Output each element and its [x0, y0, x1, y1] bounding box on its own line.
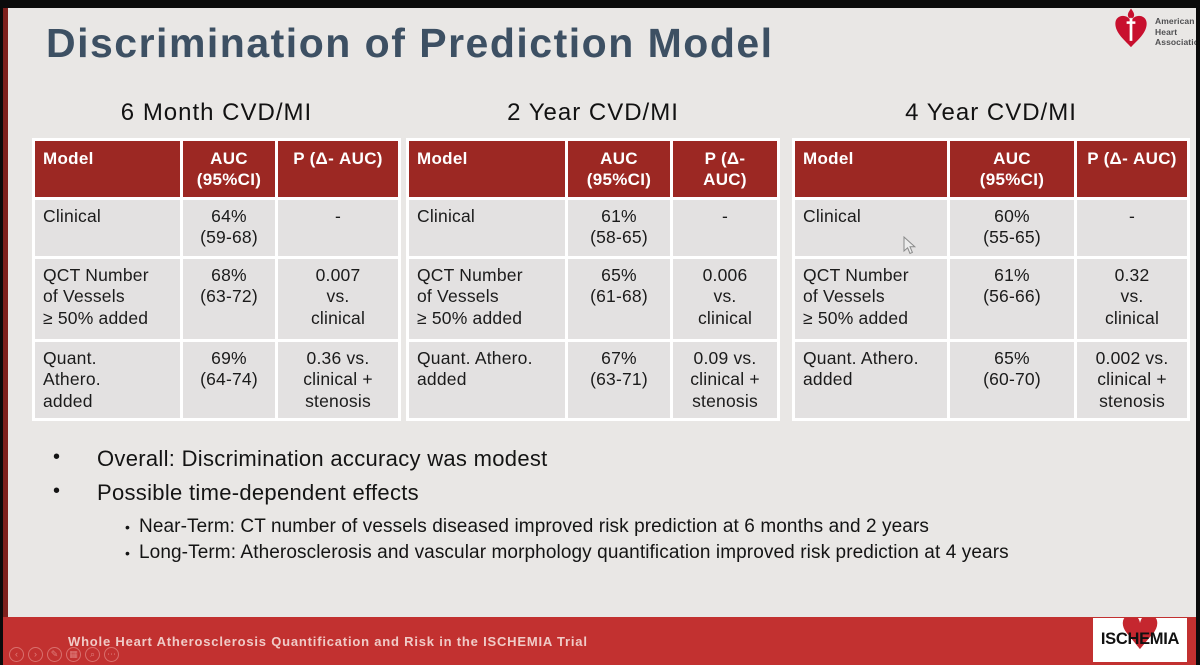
table-header-cell: AUC (95%CI) [183, 141, 275, 197]
ischemia-logo: ♥ ISCHEMIA [1093, 618, 1187, 662]
table-cell: 61% (58-65) [568, 200, 670, 256]
aha-logo-text: American Heart Association. [1155, 16, 1200, 48]
sub-bullet-item: • Near-Term: CT number of vessels diseas… [125, 514, 1180, 540]
letterbox-left [0, 0, 3, 665]
table-cell: - [278, 200, 398, 256]
table-cell: Clinical [35, 200, 180, 256]
table-header-cell: Model [35, 141, 180, 197]
table-cell: Quant. Athero. added [795, 342, 947, 418]
table-header-cell: AUC (95%CI) [568, 141, 670, 197]
sub-bullet-item: • Long-Term: Atherosclerosis and vascula… [125, 540, 1180, 566]
table-cell: 60% (55-65) [950, 200, 1074, 256]
table-cell: 69% (64-74) [183, 342, 275, 418]
presenter-controls: ‹ › ✎ ▦ ⌕ ⋯ [9, 647, 119, 662]
heart-torch-icon [1115, 8, 1147, 48]
table-header-cell: P (Δ- AUC) [1077, 141, 1187, 197]
magnifier-icon[interactable]: ⌕ [85, 647, 100, 662]
table-title-2-year: 2 Year CVD/MI [507, 99, 679, 126]
table-header-cell: Model [795, 141, 947, 197]
table-cell: 61% (56-66) [950, 259, 1074, 339]
sub-bullet-list: • Near-Term: CT number of vessels diseas… [125, 514, 1180, 566]
bullet-marker: • [53, 446, 61, 468]
table-cell: Quant. Athero. added [35, 342, 180, 418]
table-header-cell: P (Δ- AUC) [673, 141, 777, 197]
more-options-icon[interactable]: ⋯ [104, 647, 119, 662]
table-6-month-cvd-mi: Model AUC (95%CI) P (Δ- AUC) Clinical 64… [32, 138, 401, 421]
table-cell: QCT Number of Vessels ≥ 50% added [35, 259, 180, 339]
table-cell: 65% (60-70) [950, 342, 1074, 418]
letterbox-right [1196, 0, 1200, 665]
slide-overview-icon[interactable]: ▦ [66, 647, 81, 662]
sub-bullet-text: Near-Term: CT number of vessels diseased… [139, 516, 929, 537]
table-cell: QCT Number of Vessels ≥ 50% added [409, 259, 565, 339]
aha-logo: American Heart Association. [1110, 8, 1200, 56]
bullet-item: • Possible time-dependent effects [50, 480, 1180, 506]
table-cell: 0.002 vs. clinical + stenosis [1077, 342, 1187, 418]
table-header-cell: Model [409, 141, 565, 197]
table-header-cell: P (Δ- AUC) [278, 141, 398, 197]
bullet-marker: • [125, 545, 131, 561]
table-4-year-cvd-mi: Model AUC (95%CI) P (Δ- AUC) Clinical 60… [792, 138, 1190, 421]
table-cell: - [673, 200, 777, 256]
ischemia-logo-text: ISCHEMIA [1100, 630, 1180, 648]
table-2-year-cvd-mi: Model AUC (95%CI) P (Δ- AUC) Clinical 61… [406, 138, 780, 421]
footer-bar: Whole Heart Atherosclerosis Quantificati… [3, 617, 1196, 665]
slide-left-accent-bar [3, 8, 8, 617]
bullet-text: Possible time-dependent effects [97, 480, 419, 505]
next-slide-icon[interactable]: › [28, 647, 43, 662]
table-cell: Quant. Athero. added [409, 342, 565, 418]
page-title: Discrimination of Prediction Model [46, 20, 774, 66]
table-header-cell: AUC (95%CI) [950, 141, 1074, 197]
table-cell: 65% (61-68) [568, 259, 670, 339]
table-title-4-year: 4 Year CVD/MI [905, 99, 1077, 126]
table-cell: 0.006 vs. clinical [673, 259, 777, 339]
table-cell: QCT Number of Vessels ≥ 50% added [795, 259, 947, 339]
table-cell: 0.09 vs. clinical + stenosis [673, 342, 777, 418]
table-cell: 0.36 vs. clinical + stenosis [278, 342, 398, 418]
table-cell: 68% (63-72) [183, 259, 275, 339]
table-cell: 0.007 vs. clinical [278, 259, 398, 339]
pen-icon[interactable]: ✎ [47, 647, 62, 662]
table-cell: - [1077, 200, 1187, 256]
table-cell: Clinical [409, 200, 565, 256]
table-cell: Clinical [795, 200, 947, 256]
heart-icon: ♥ [1118, 618, 1162, 661]
bullet-item: • Overall: Discrimination accuracy was m… [50, 446, 1180, 472]
table-cell: 64% (59-68) [183, 200, 275, 256]
bullet-text: Overall: Discrimination accuracy was mod… [97, 446, 548, 471]
sub-bullet-text: Long-Term: Atherosclerosis and vascular … [139, 542, 1009, 563]
prev-slide-icon[interactable]: ‹ [9, 647, 24, 662]
table-cell: 67% (63-71) [568, 342, 670, 418]
table-cell: 0.32 vs. clinical [1077, 259, 1187, 339]
bullet-marker: • [125, 519, 131, 535]
footer-caption: Whole Heart Atherosclerosis Quantificati… [68, 633, 588, 649]
mouse-cursor [903, 236, 917, 255]
summary-bullets: • Overall: Discrimination accuracy was m… [50, 446, 1180, 566]
table-title-6-month: 6 Month CVD/MI [120, 99, 313, 126]
bullet-marker: • [53, 480, 61, 502]
letterbox-top [0, 0, 1200, 8]
